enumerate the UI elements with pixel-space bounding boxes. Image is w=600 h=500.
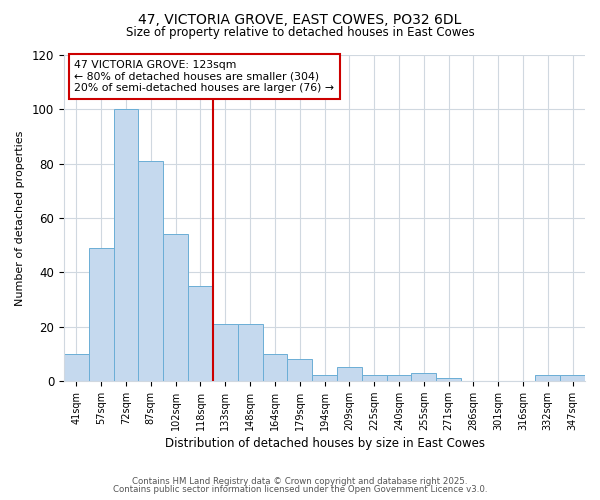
Text: 47, VICTORIA GROVE, EAST COWES, PO32 6DL: 47, VICTORIA GROVE, EAST COWES, PO32 6DL	[139, 12, 461, 26]
Bar	[139, 161, 163, 381]
Bar	[213, 324, 238, 381]
Bar	[535, 376, 560, 381]
Text: 47 VICTORIA GROVE: 123sqm
← 80% of detached houses are smaller (304)
20% of semi: 47 VICTORIA GROVE: 123sqm ← 80% of detac…	[74, 60, 334, 93]
Bar	[263, 354, 287, 381]
Bar	[560, 376, 585, 381]
Bar	[386, 376, 412, 381]
Bar	[337, 368, 362, 381]
Bar	[312, 376, 337, 381]
X-axis label: Distribution of detached houses by size in East Cowes: Distribution of detached houses by size …	[164, 437, 485, 450]
Bar	[64, 354, 89, 381]
Bar	[287, 359, 312, 381]
Bar	[188, 286, 213, 381]
Bar	[163, 234, 188, 381]
Text: Size of property relative to detached houses in East Cowes: Size of property relative to detached ho…	[125, 26, 475, 39]
Bar	[412, 372, 436, 381]
Bar	[113, 110, 139, 381]
Bar	[238, 324, 263, 381]
Bar	[436, 378, 461, 381]
Bar	[362, 376, 386, 381]
Y-axis label: Number of detached properties: Number of detached properties	[15, 130, 25, 306]
Bar	[89, 248, 113, 381]
Text: Contains HM Land Registry data © Crown copyright and database right 2025.: Contains HM Land Registry data © Crown c…	[132, 477, 468, 486]
Text: Contains public sector information licensed under the Open Government Licence v3: Contains public sector information licen…	[113, 485, 487, 494]
